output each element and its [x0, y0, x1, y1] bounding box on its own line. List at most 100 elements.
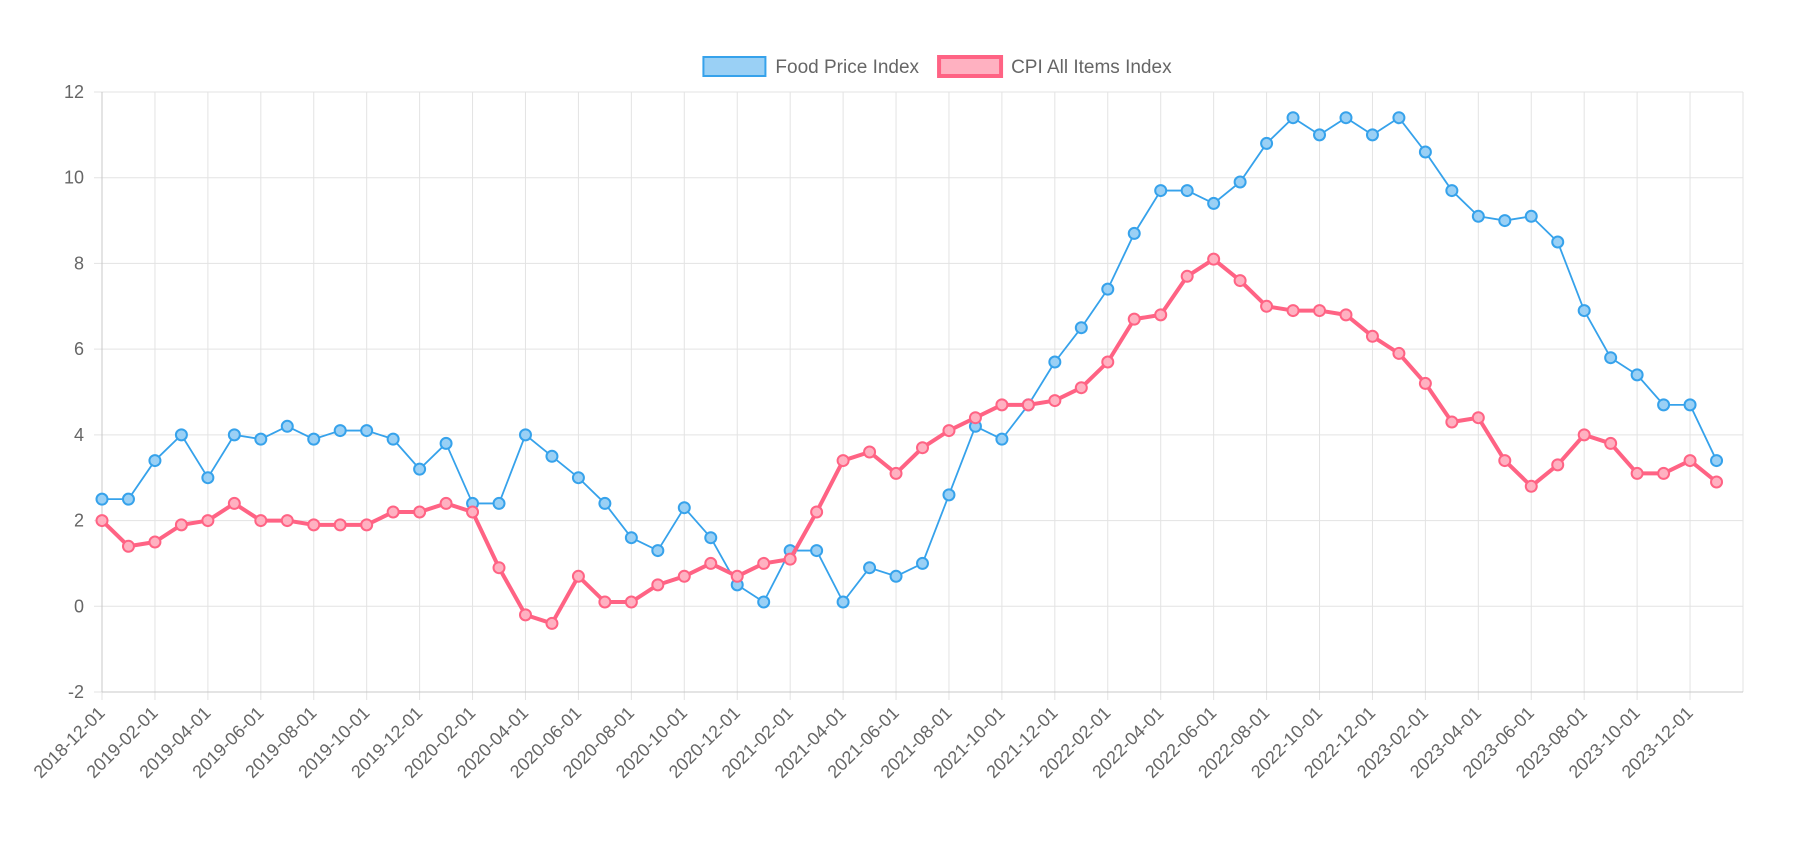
data-point[interactable]: [1418, 145, 1432, 159]
data-point[interactable]: [148, 454, 162, 468]
data-point[interactable]: [1551, 458, 1565, 472]
data-point[interactable]: [360, 424, 374, 438]
data-point[interactable]: [1233, 175, 1247, 189]
data-point[interactable]: [916, 556, 929, 570]
data-point[interactable]: [598, 595, 612, 609]
data-point[interactable]: [1683, 454, 1697, 468]
data-point[interactable]: [810, 544, 824, 558]
data-point[interactable]: [307, 518, 321, 532]
data-point[interactable]: [545, 616, 559, 630]
data-point[interactable]: [1657, 466, 1671, 480]
data-point[interactable]: [1048, 355, 1062, 369]
data-point[interactable]: [1392, 111, 1406, 125]
data-point[interactable]: [1074, 381, 1088, 395]
data-point[interactable]: [1286, 111, 1300, 125]
data-point[interactable]: [545, 449, 559, 463]
data-point[interactable]: [1021, 398, 1035, 412]
data-point[interactable]: [466, 505, 480, 519]
data-point[interactable]: [1577, 428, 1591, 442]
data-point[interactable]: [174, 518, 188, 532]
data-point[interactable]: [439, 496, 453, 510]
data-point[interactable]: [1048, 394, 1062, 408]
data-point[interactable]: [995, 432, 1009, 446]
data-point[interactable]: [624, 531, 638, 545]
data-point[interactable]: [333, 424, 347, 438]
data-point[interactable]: [704, 556, 718, 570]
data-point[interactable]: [863, 561, 877, 575]
data-point[interactable]: [1233, 274, 1247, 288]
data-point[interactable]: [1286, 304, 1300, 318]
data-point[interactable]: [1524, 479, 1538, 493]
data-point[interactable]: [730, 569, 744, 583]
data-point[interactable]: [651, 544, 665, 558]
data-point[interactable]: [280, 419, 294, 433]
legend-item[interactable]: Food Price Index: [702, 56, 920, 78]
data-point[interactable]: [413, 505, 427, 519]
data-point[interactable]: [651, 578, 665, 592]
data-point[interactable]: [704, 531, 718, 545]
data-point[interactable]: [492, 561, 506, 575]
data-point[interactable]: [492, 496, 506, 510]
data-point[interactable]: [121, 492, 135, 506]
data-point[interactable]: [1471, 411, 1485, 425]
data-point[interactable]: [889, 569, 903, 583]
data-point[interactable]: [518, 428, 532, 442]
data-point[interactable]: [1630, 466, 1644, 480]
data-point[interactable]: [1127, 226, 1141, 240]
data-point[interactable]: [95, 514, 109, 528]
data-point[interactable]: [1101, 282, 1115, 296]
data-point[interactable]: [1339, 111, 1353, 125]
data-point[interactable]: [968, 411, 982, 425]
data-point[interactable]: [254, 432, 268, 446]
data-point[interactable]: [174, 428, 188, 442]
data-point[interactable]: [810, 505, 824, 519]
data-point[interactable]: [1365, 128, 1379, 142]
data-point[interactable]: [121, 539, 135, 553]
data-point[interactable]: [360, 518, 374, 532]
data-point[interactable]: [889, 466, 903, 480]
data-point[interactable]: [1710, 454, 1724, 468]
data-point[interactable]: [1577, 304, 1591, 318]
data-point[interactable]: [571, 569, 585, 583]
data-point[interactable]: [942, 488, 956, 502]
data-point[interactable]: [677, 501, 691, 515]
data-point[interactable]: [598, 496, 612, 510]
data-point[interactable]: [1207, 252, 1221, 266]
data-point[interactable]: [1524, 209, 1538, 223]
data-point[interactable]: [1471, 209, 1485, 223]
data-point[interactable]: [757, 595, 771, 609]
data-point[interactable]: [1207, 196, 1221, 210]
data-point[interactable]: [1339, 308, 1353, 322]
data-point[interactable]: [1154, 184, 1168, 198]
data-point[interactable]: [254, 514, 268, 528]
data-point[interactable]: [1260, 136, 1274, 150]
data-point[interactable]: [201, 471, 215, 485]
legend-item[interactable]: CPI All Items Index: [937, 55, 1172, 78]
data-point[interactable]: [1498, 454, 1512, 468]
data-point[interactable]: [1445, 184, 1459, 198]
data-point[interactable]: [1604, 351, 1618, 365]
data-point[interactable]: [1392, 346, 1406, 360]
data-point[interactable]: [1683, 398, 1697, 412]
data-point[interactable]: [1074, 321, 1088, 335]
data-point[interactable]: [1127, 312, 1141, 326]
data-point[interactable]: [413, 462, 427, 476]
data-point[interactable]: [386, 432, 400, 446]
data-point[interactable]: [1498, 214, 1512, 228]
data-point[interactable]: [1630, 368, 1644, 382]
data-point[interactable]: [1657, 398, 1671, 412]
data-point[interactable]: [863, 445, 877, 459]
data-point[interactable]: [916, 441, 929, 455]
data-point[interactable]: [757, 556, 771, 570]
data-point[interactable]: [1710, 475, 1724, 489]
data-point[interactable]: [386, 505, 400, 519]
data-point[interactable]: [571, 471, 585, 485]
data-point[interactable]: [836, 595, 850, 609]
data-point[interactable]: [624, 595, 638, 609]
data-point[interactable]: [307, 432, 321, 446]
data-point[interactable]: [333, 518, 347, 532]
data-point[interactable]: [1260, 299, 1274, 313]
data-point[interactable]: [1180, 184, 1194, 198]
data-point[interactable]: [1154, 308, 1168, 322]
data-point[interactable]: [439, 436, 453, 450]
